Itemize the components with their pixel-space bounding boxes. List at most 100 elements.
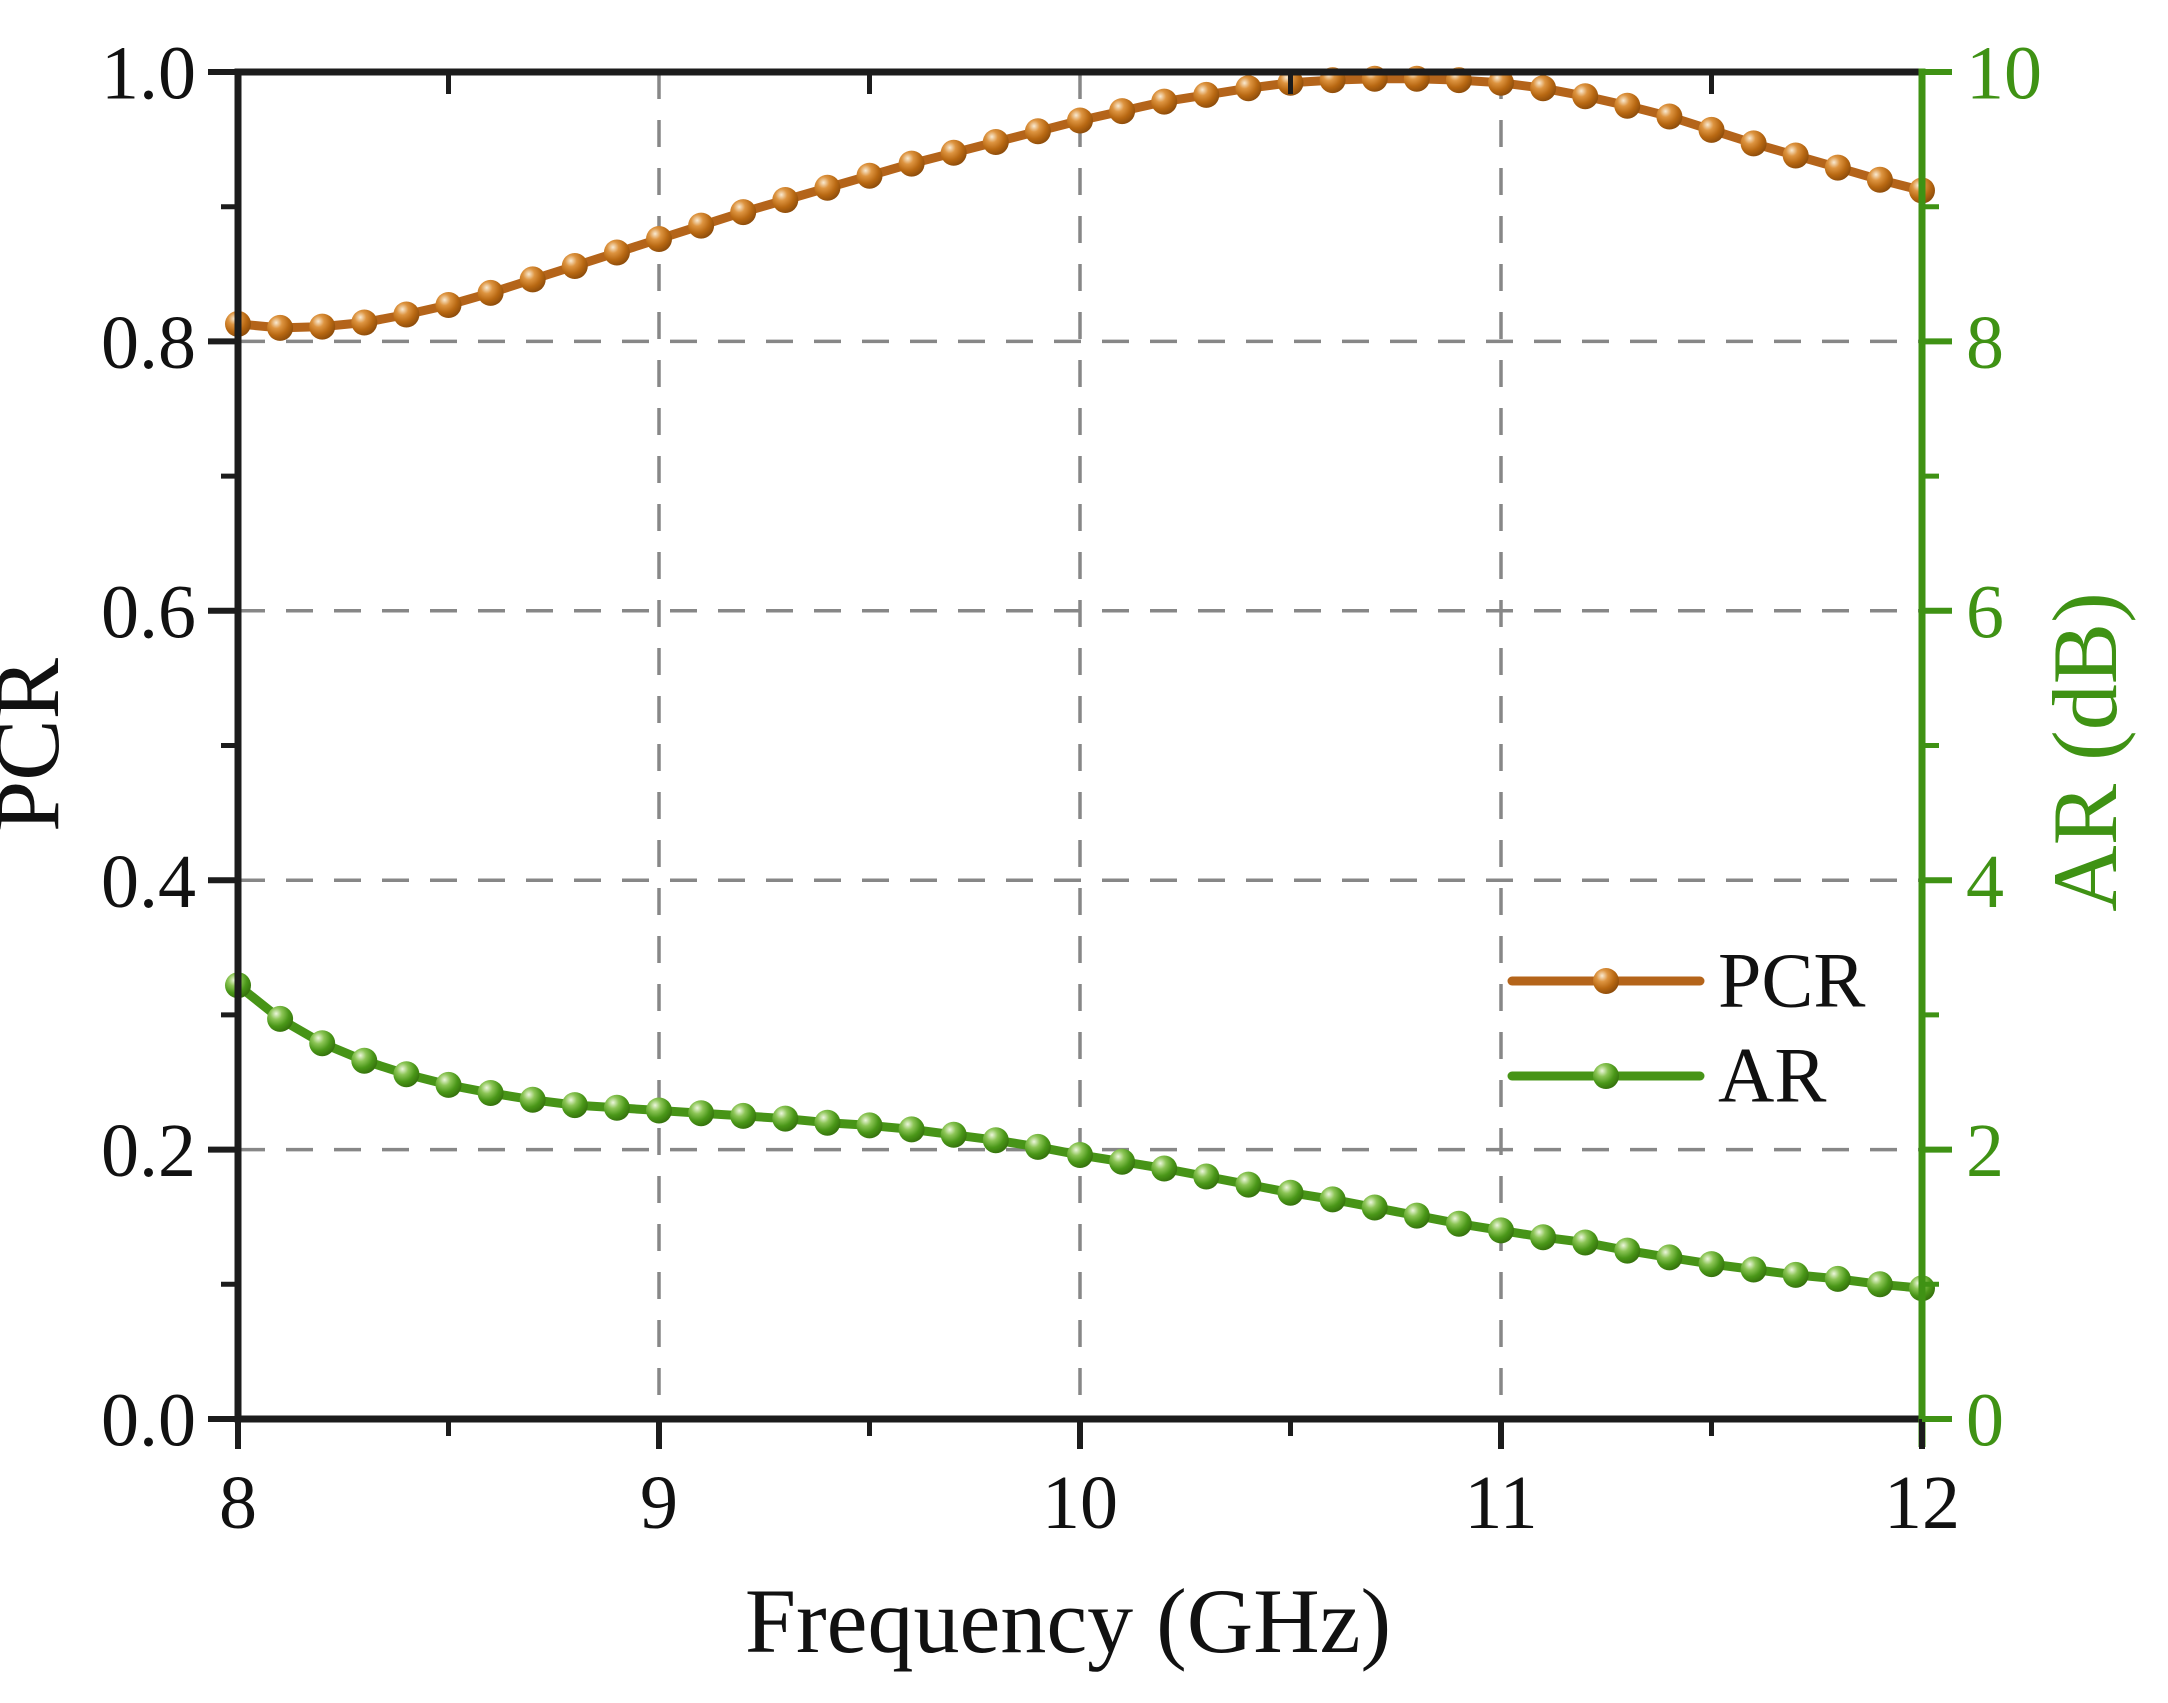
ar-data-point [1277,1179,1304,1206]
right-tick-label: 10 [1966,32,2042,116]
pcr-data-point [898,150,925,177]
x-tick-label: 9 [640,1461,678,1545]
left-tick-label: 0.0 [101,1379,196,1463]
ar-data-point [1656,1244,1683,1271]
pcr-data-point [1024,118,1051,145]
pcr-data-point [1698,116,1725,143]
x-tick-label: 10 [1042,1461,1118,1545]
pcr-data-point [1151,88,1178,115]
ar-data-point [1572,1229,1599,1256]
pcr-data-point [603,239,630,266]
axis-tick-labels: 8 9 10 11 12 0.0 0.2 0.4 0.6 0.8 1.0 0 2 4 6 8 10 [101,32,2042,1545]
pcr-data-point [1530,75,1557,102]
left-tick-label: 0.8 [101,301,196,385]
pcr-data-point [435,292,462,318]
right-tick-label: 8 [1966,301,2004,385]
ar-data-point [856,1112,883,1139]
pcr-data-point [1614,92,1641,119]
ar-data-point [814,1109,841,1136]
ar-data-point [1235,1171,1262,1198]
pcr-data-point [730,199,757,226]
axis-ticks [208,69,1952,1449]
pcr-data-point [1067,107,1093,134]
pcr-data-point [1572,83,1599,110]
pcr-data-point [519,266,546,293]
ar-data-point [477,1080,504,1106]
ar-data-point [1698,1251,1725,1278]
ar-data-point [730,1102,757,1129]
pcr-series [225,65,1935,341]
pcr-data-point [1866,166,1893,193]
pcr-data-point [1824,154,1851,181]
x-axis-title: Frequency (GHz) [745,1570,1391,1672]
pcr-data-point [267,314,294,341]
pcr-data-point [351,309,378,336]
ar-data-point [1319,1186,1346,1213]
left-tick-label: 0.2 [101,1109,196,1193]
ar-data-point [772,1105,799,1132]
pcr-data-point [393,301,420,328]
pcr-data-point [1109,98,1136,125]
right-y-axis-title: AR (dB) [2034,592,2136,911]
left-tick-label: 1.0 [101,32,196,116]
ar-data-point [1866,1271,1893,1298]
pcr-data-point [856,162,883,189]
right-tick-label: 4 [1966,840,2004,924]
ar-data-point [982,1127,1009,1154]
left-y-axis-title: PCR [0,657,78,832]
ar-data-point [1614,1237,1641,1264]
ar-data-point [1445,1210,1472,1237]
pcr-data-point [1488,69,1514,96]
pcr-data-point [1235,75,1262,102]
ar-data-point [1193,1163,1220,1190]
right-tick-label: 2 [1966,1109,2004,1193]
pcr-data-point [477,279,504,306]
legend-item-ar: AR [1507,1032,1826,1119]
ar-data-point [1530,1224,1557,1251]
pcr-data-point [309,313,336,340]
pcr-data-point [1740,130,1767,157]
pcr-data-point [561,253,588,279]
legend-item-pcr: PCR [1507,937,1865,1024]
pcr-data-point [646,226,672,252]
right-tick-label: 0 [1966,1379,2004,1463]
pcr-data-point [940,139,967,166]
ar-data-point [309,1030,336,1057]
legend-ar-label: AR [1718,1032,1826,1119]
legend-pcr-label: PCR [1718,937,1865,1024]
ar-data-point [393,1061,420,1088]
pcr-data-point [1782,142,1809,169]
ar-data-point [561,1092,588,1119]
ar-data-point [688,1100,715,1127]
ar-data-point [898,1116,925,1143]
pcr-data-point [1193,81,1220,108]
x-tick-label: 11 [1464,1461,1537,1545]
ar-data-point [1740,1256,1767,1283]
ar-data-point [1824,1265,1851,1292]
ar-data-point [519,1086,546,1113]
x-tick-label: 12 [1884,1461,1960,1545]
legend-ar-marker [1593,1063,1619,1089]
pcr-data-point [1656,103,1683,130]
data-series [225,65,1935,1302]
ar-data-point [1067,1142,1093,1168]
ar-data-point [351,1047,378,1074]
legend-pcr-marker [1593,968,1619,994]
ar-data-point [646,1097,672,1124]
ar-series [225,972,1935,1302]
x-tick-label: 8 [219,1461,257,1545]
pcr-data-point [772,187,799,213]
gridlines [238,72,1922,1419]
pcr-data-point [688,212,715,239]
ar-data-point [940,1121,967,1148]
ar-data-point [1151,1155,1178,1182]
ar-data-point [1488,1217,1514,1244]
ar-data-point [435,1071,462,1098]
left-tick-label: 0.6 [101,570,196,654]
left-tick-label: 0.4 [101,840,196,924]
right-tick-label: 6 [1966,570,2004,654]
ar-data-point [603,1094,630,1121]
